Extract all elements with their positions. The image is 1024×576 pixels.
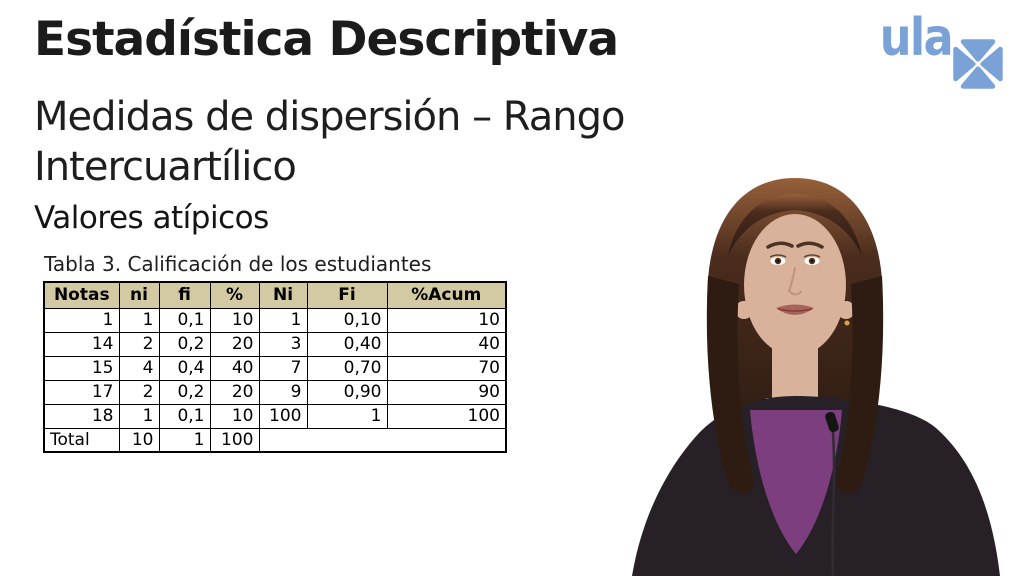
column-header: Ni <box>258 281 308 309</box>
table-cell: 0,40 <box>306 331 388 357</box>
presenter-top <box>750 410 842 554</box>
table-cell: 10 <box>386 307 507 333</box>
table-cell: 40 <box>386 331 507 357</box>
table-cell: 90 <box>386 379 507 405</box>
slide-title: Estadística Descriptiva <box>34 12 619 67</box>
table-cell: 1 <box>118 307 160 333</box>
table-cell: 0,90 <box>306 379 388 405</box>
lapel-mic-icon <box>825 411 839 576</box>
earring <box>844 320 850 326</box>
ula-logo-x-icon <box>953 39 1003 89</box>
table-cell: 0,10 <box>306 307 388 333</box>
table-cell: 0,1 <box>158 307 211 333</box>
table-header-row: Notas ni fi% Ni Fi %Acum <box>43 281 507 309</box>
table-cell: 17 <box>43 379 120 405</box>
table-cell: 0,70 <box>306 355 388 381</box>
subtitle-line-1: Medidas de dispersión – Rango <box>34 94 625 140</box>
table-cell: 70 <box>386 355 507 381</box>
table-cell: 20 <box>209 331 260 357</box>
table-cell: 1 <box>258 307 308 333</box>
table-cell: 4 <box>118 355 160 381</box>
table-cell: 100 <box>386 403 507 429</box>
frequency-table: Notas ni fi% Ni Fi %Acum 1 1 0,1 10 1 0,10 10 14 2 0,2… <box>43 281 507 453</box>
table-cell: 2 <box>118 331 160 357</box>
column-header: fi <box>158 281 211 309</box>
table-row: 15 4 0,4 40 7 0,70 70 <box>43 355 507 381</box>
table-cell: 3 <box>258 331 308 357</box>
table-cell: 9 <box>258 379 308 405</box>
table-cell: 1 <box>118 403 160 429</box>
table-cell: 10 <box>209 403 260 429</box>
table-cell: 0,4 <box>158 355 211 381</box>
subtitle-line-2: Intercuartílico <box>34 144 297 190</box>
table-cell: 2 <box>118 379 160 405</box>
column-header: Fi <box>306 281 388 309</box>
table-row: 1 1 0,1 10 1 0,10 10 <box>43 307 507 333</box>
table-row: 14 2 0,2 20 3 0,40 40 <box>43 331 507 357</box>
table-total-row: Total 10 1 100 <box>43 427 506 453</box>
table-cell: 7 <box>258 355 308 381</box>
table-cell: 40 <box>209 355 260 381</box>
section-heading: Valores atípicos <box>34 200 269 236</box>
table-cell: 1 <box>158 427 211 453</box>
table-cell: 14 <box>43 331 120 357</box>
presenter-photo <box>632 178 1000 576</box>
slide-subtitle: Medidas de dispersión – Rango Intercuart… <box>34 92 625 192</box>
table-cell: 20 <box>209 379 260 405</box>
table-caption: Tabla 3. Calificación de los estudiantes <box>44 252 432 276</box>
table-cell: 18 <box>43 403 120 429</box>
table-cell: 10 <box>209 307 260 333</box>
column-header: %Acum <box>386 281 507 309</box>
table-cell: 100 <box>209 427 260 453</box>
column-header: Notas <box>43 281 120 309</box>
table-empty-area <box>259 428 506 452</box>
presenter-face <box>735 214 855 356</box>
table-cell: 0,2 <box>158 379 211 405</box>
table-cell: 10 <box>118 427 160 453</box>
table-cell: 1 <box>43 307 120 333</box>
table-row: 17 2 0,2 20 9 0,90 90 <box>43 379 507 405</box>
table-cell: 0,2 <box>158 331 211 357</box>
column-header: ni <box>118 281 160 309</box>
ula-logo: ula <box>868 12 1006 92</box>
table-cell: 0,1 <box>158 403 211 429</box>
column-header: % <box>209 281 260 309</box>
table-row: 18 1 0,1 10 100 1 100 <box>43 403 507 429</box>
table-cell: 1 <box>306 403 388 429</box>
table-cell: Total <box>43 427 120 453</box>
table-cell: 15 <box>43 355 120 381</box>
table-cell: 100 <box>258 403 308 429</box>
ula-logo-text: ula <box>879 8 954 68</box>
presenter-hair-front <box>706 194 884 494</box>
